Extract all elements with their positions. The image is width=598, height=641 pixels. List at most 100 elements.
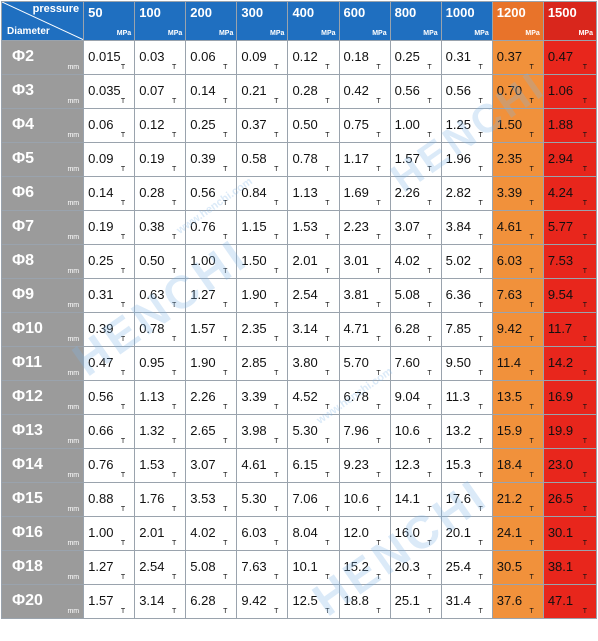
force-cell: 0.19 T <box>83 210 136 245</box>
table-body: Φ2 mm 0.015 T 0.03 T 0.06 T 0.09 T 0.12 T 0.18 T 0.25 T… <box>0 40 598 619</box>
force-cell: 37.6 T <box>491 584 544 619</box>
force-value: 2.35 <box>496 151 523 166</box>
force-value: 1.27 <box>190 287 216 302</box>
force-unit: T <box>529 540 534 547</box>
force-unit: T <box>478 268 483 275</box>
force-unit: T <box>529 336 534 343</box>
force-cell: 1.27 T <box>185 278 238 313</box>
diameter-cell: Φ8 mm <box>0 244 85 279</box>
force-cell: 4.71 T <box>338 312 391 347</box>
force-cell: 7.63 T <box>491 278 544 313</box>
force-cell: 1.76 T <box>134 482 187 517</box>
force-cell: 2.01 T <box>134 516 187 551</box>
force-value: 25.1 <box>394 593 420 608</box>
force-unit: T <box>274 506 279 513</box>
pressure-header-400: 400 MPa <box>287 1 340 41</box>
force-unit: T <box>427 166 432 173</box>
force-cell: 0.25 T <box>185 108 238 143</box>
force-cell: 4.61 T <box>236 448 289 483</box>
force-cell: 12.3 T <box>389 448 442 483</box>
force-unit: T <box>120 370 126 377</box>
force-cell: 23.0 T <box>542 448 598 483</box>
force-value: 0.70 <box>496 83 523 98</box>
force-cell: 25.1 T <box>389 584 442 619</box>
diameter-unit: mm <box>67 302 80 309</box>
diameter-value: Φ20 <box>12 592 43 609</box>
force-value: 3.14 <box>292 321 318 336</box>
diameter-unit: mm <box>67 608 80 615</box>
force-value: 0.31 <box>88 287 114 302</box>
force-unit: T <box>223 540 228 547</box>
force-unit: T <box>172 302 177 309</box>
force-unit: T <box>172 608 177 615</box>
force-unit: T <box>478 608 483 615</box>
force-unit: T <box>376 166 381 173</box>
force-cell: 1.17 T <box>338 142 391 177</box>
force-value: 0.42 <box>343 83 369 98</box>
force-unit: T <box>120 200 126 207</box>
force-unit: T <box>120 132 126 139</box>
force-unit: T <box>325 98 330 105</box>
force-cell: 0.31 T <box>83 278 136 313</box>
force-value: 0.14 <box>190 83 216 98</box>
force-unit: T <box>582 472 587 479</box>
force-unit: T <box>582 234 587 241</box>
force-value: 19.9 <box>547 423 574 438</box>
force-cell: 18.4 T <box>491 448 544 483</box>
force-value: 0.50 <box>139 253 165 268</box>
force-cell: 7.96 T <box>338 414 391 449</box>
force-unit: T <box>120 404 126 411</box>
force-unit: T <box>274 336 279 343</box>
force-value: 5.08 <box>190 559 216 574</box>
force-unit: T <box>376 608 381 615</box>
force-unit: T <box>376 472 381 479</box>
force-value: 1.27 <box>88 559 114 574</box>
force-value: 0.09 <box>88 151 114 166</box>
force-cell: 0.19 T <box>134 142 187 177</box>
table-row: Φ8 mm 0.25 T 0.50 T 1.00 T 1.50 T 2.01 T 3.01 T 4.02 T 5… <box>0 244 598 279</box>
force-value: 2.23 <box>343 219 369 234</box>
force-unit: T <box>274 234 279 241</box>
force-unit: T <box>427 506 432 513</box>
force-cell: 9.23 T <box>338 448 391 483</box>
force-value: 3.84 <box>445 219 471 234</box>
force-cell: 26.5 T <box>542 482 598 517</box>
force-cell: 1.00 T <box>389 108 442 143</box>
force-value: 1.90 <box>190 355 216 370</box>
force-unit: T <box>172 234 177 241</box>
table-row: Φ14 mm 0.76 T 1.53 T 3.07 T 4.61 T 6.15 T 9.23 T 12.3 T… <box>0 448 598 483</box>
force-cell: 4.61 T <box>491 210 544 245</box>
force-value: 0.09 <box>241 49 267 64</box>
force-value: 0.19 <box>88 219 114 234</box>
force-unit: T <box>427 268 432 275</box>
pressure-value: 800 <box>394 5 417 20</box>
force-unit: T <box>172 132 177 139</box>
force-cell: 0.18 T <box>338 40 391 75</box>
force-cell: 0.035 T <box>83 74 136 109</box>
pressure-header-1200: 1200 MPa <box>491 1 544 41</box>
diameter-cell: Φ12 mm <box>0 380 85 415</box>
force-cell: 11.4 T <box>491 346 544 381</box>
force-value: 24.1 <box>496 525 523 540</box>
force-cell: 1.53 T <box>287 210 340 245</box>
force-cell: 10.6 T <box>338 482 391 517</box>
pressure-value: 100 <box>139 5 161 20</box>
force-unit: T <box>478 438 483 445</box>
force-cell: 0.58 T <box>236 142 289 177</box>
force-value: 47.1 <box>547 593 574 608</box>
pressure-unit: MPa <box>218 30 234 37</box>
force-value: 0.25 <box>88 253 114 268</box>
force-value: 1.57 <box>190 321 216 336</box>
force-cell: 0.42 T <box>338 74 391 109</box>
force-value: 8.04 <box>292 525 318 540</box>
force-unit: T <box>325 608 330 615</box>
force-value: 3.80 <box>292 355 318 370</box>
diameter-unit: mm <box>67 132 80 139</box>
force-value: 2.94 <box>547 151 574 166</box>
pressure-label: pressure <box>32 3 80 15</box>
diameter-value: Φ14 <box>12 456 43 473</box>
force-unit: T <box>120 472 126 479</box>
force-unit: T <box>120 302 126 309</box>
force-unit: T <box>120 64 126 71</box>
